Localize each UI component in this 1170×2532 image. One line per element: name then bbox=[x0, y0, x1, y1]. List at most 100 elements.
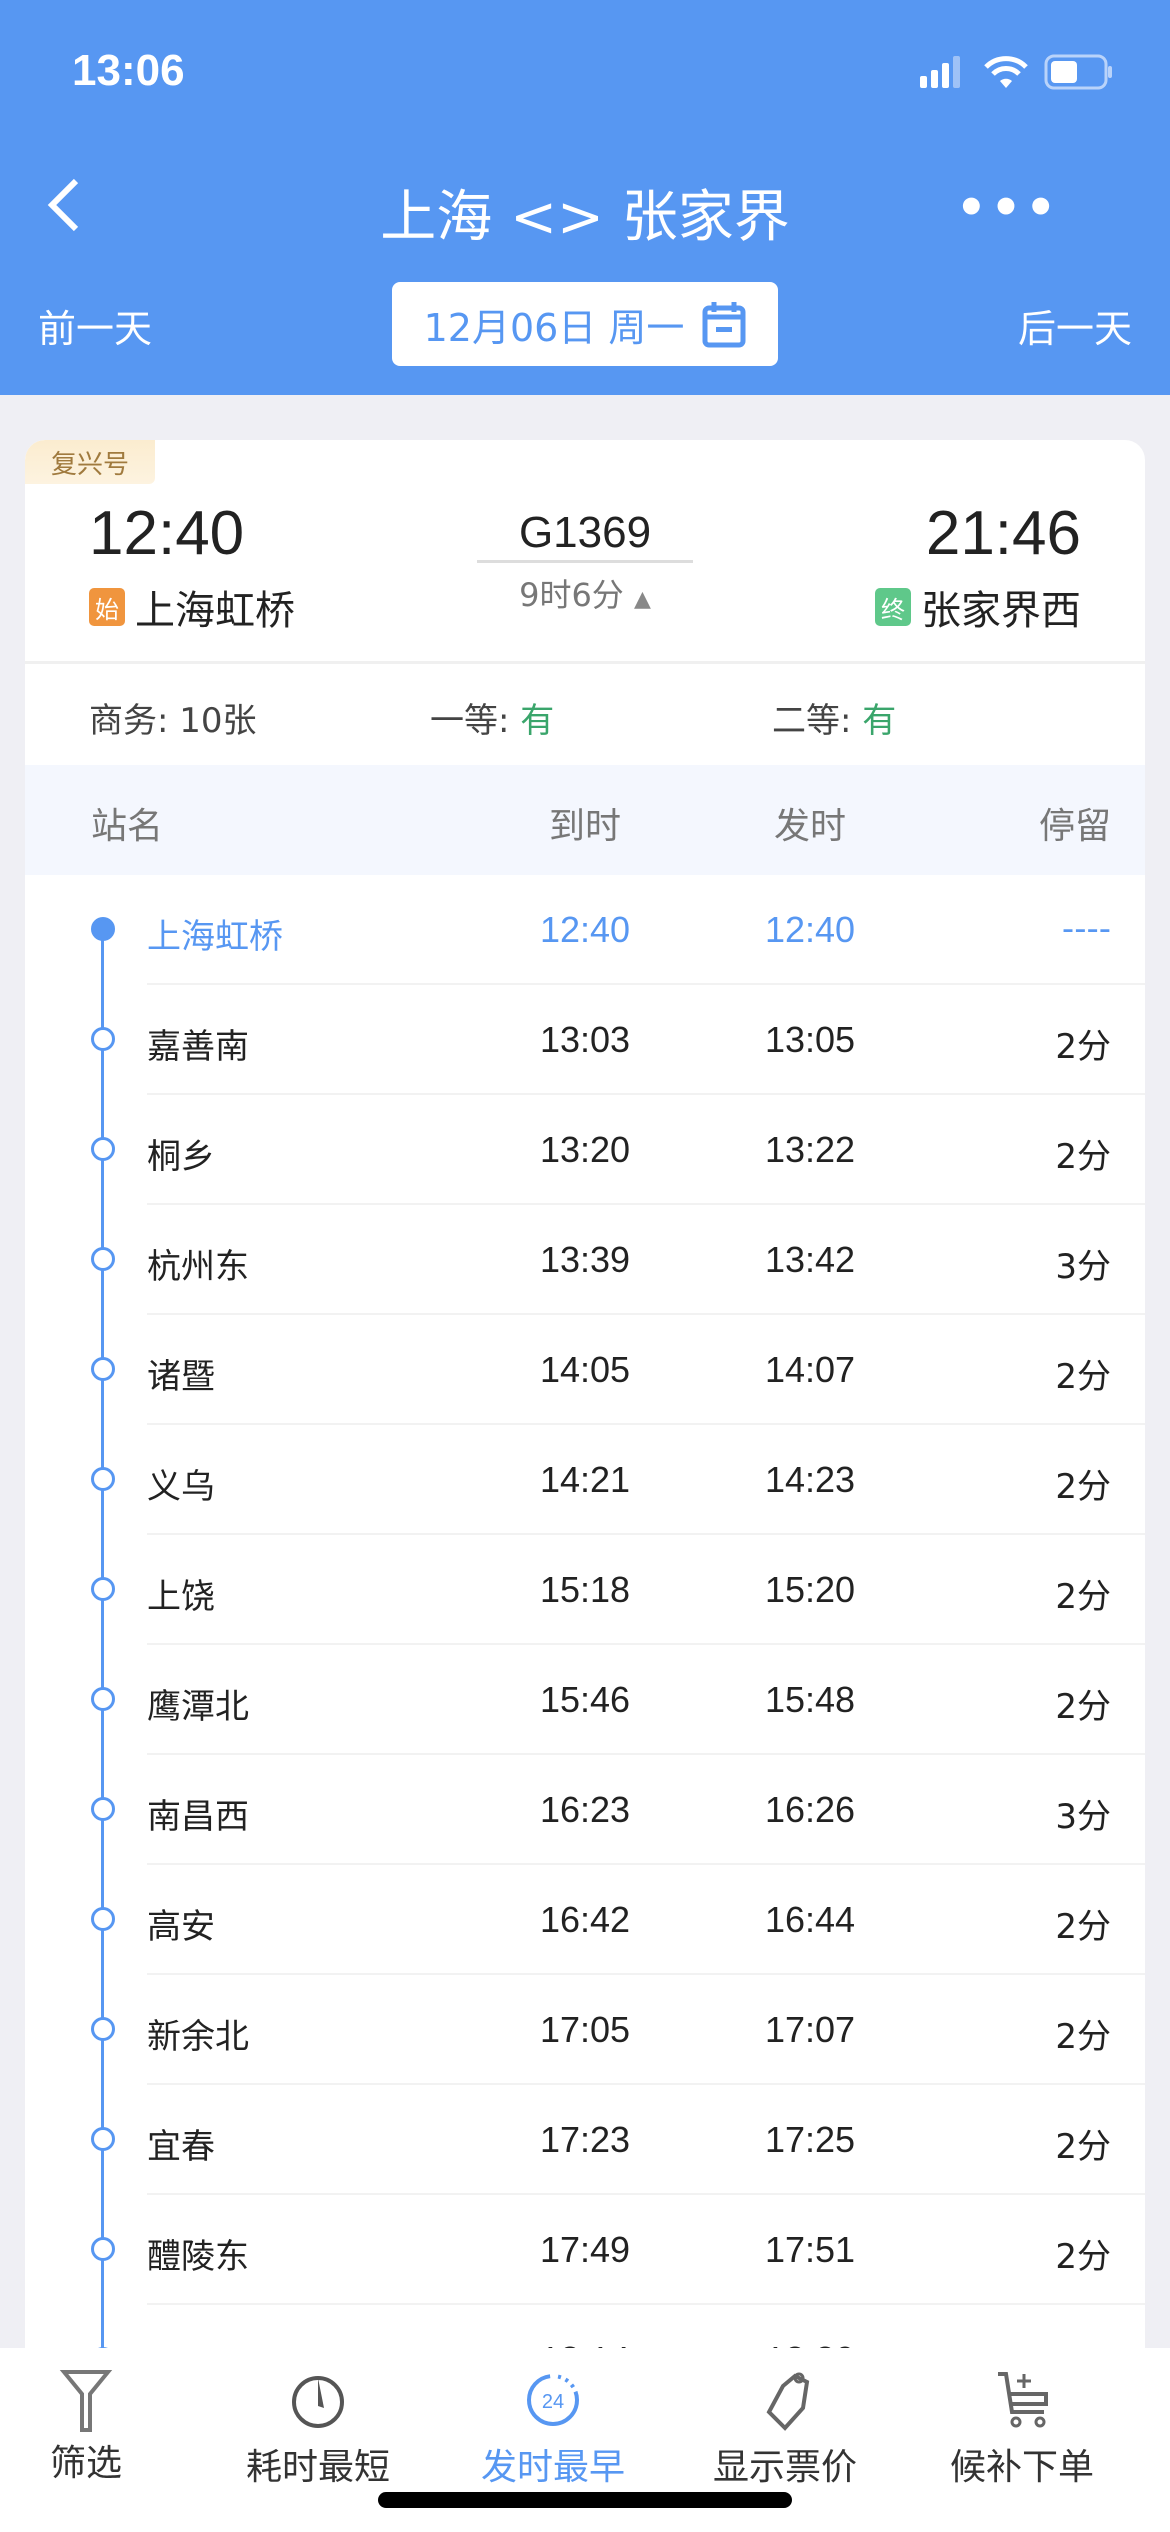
row-divider bbox=[147, 1753, 1145, 1755]
col-arrive: 到时 bbox=[548, 806, 621, 847]
stop-duration: 2分 bbox=[1055, 1907, 1111, 1947]
start-tag: 始 bbox=[89, 588, 125, 626]
table-row[interactable]: 宜春 17:23 17:25 2分 bbox=[25, 2085, 1145, 2195]
table-row[interactable]: 嘉善南 13:03 13:05 2分 bbox=[25, 985, 1145, 1095]
row-divider bbox=[147, 2303, 1145, 2305]
depart-time: 17:25 bbox=[764, 2119, 856, 2160]
stop-list: 上海虹桥 12:40 12:40 ---- 嘉善南 13:03 13:05 2分… bbox=[25, 875, 1145, 2360]
table-row[interactable]: 上饶 15:18 15:20 2分 bbox=[25, 1535, 1145, 1645]
stop-dot-icon bbox=[91, 2127, 115, 2151]
row-divider bbox=[147, 1203, 1145, 1205]
toolbar-label: 耗时最短 bbox=[245, 2447, 390, 2488]
duration-toggle[interactable]: 9时6分 ▲ bbox=[475, 570, 695, 616]
toolbar-filter-button[interactable]: 筛选 bbox=[0, 2368, 186, 2498]
home-indicator bbox=[378, 2492, 792, 2508]
station-name: 上海虹桥 bbox=[147, 917, 283, 957]
station-name: 嘉善南 bbox=[147, 1027, 249, 1067]
table-row[interactable]: 桐乡 13:20 13:22 2分 bbox=[25, 1095, 1145, 1205]
cart-add-icon bbox=[998, 2372, 1048, 2428]
table-row[interactable]: 诸暨 14:05 14:07 2分 bbox=[25, 1315, 1145, 1425]
stop-dot-icon bbox=[91, 1797, 115, 1821]
next-day-button[interactable]: 后一天 bbox=[1017, 307, 1132, 351]
depart-time: 13:05 bbox=[764, 1019, 856, 1060]
stop-duration: 2分 bbox=[1055, 1577, 1111, 1617]
station-name: 南昌西 bbox=[147, 1797, 249, 1837]
clock-24-icon: 24 bbox=[527, 2374, 579, 2426]
table-row[interactable]: 新余北 17:05 17:07 2分 bbox=[25, 1975, 1145, 2085]
depart-time: 13:42 bbox=[764, 1239, 856, 1280]
back-button[interactable] bbox=[40, 175, 100, 235]
to-station-name: 张家界西 bbox=[921, 588, 1081, 634]
depart-time: 14:07 bbox=[764, 1349, 856, 1390]
stop-dot-icon bbox=[91, 1357, 115, 1381]
station-name: 诸暨 bbox=[147, 1357, 215, 1397]
stop-duration: 2分 bbox=[1055, 1137, 1111, 1177]
arrive-time: 15:46 bbox=[539, 1679, 631, 1720]
stop-duration: 3分 bbox=[1055, 1797, 1111, 1837]
toolbar-clock-24-button[interactable]: 24 发时最早 bbox=[453, 2368, 653, 2490]
toolbar-price-tag-button[interactable]: 显示票价 bbox=[685, 2368, 885, 2490]
toolbar-cart-add-button[interactable]: 候补下单 bbox=[922, 2368, 1122, 2490]
col-depart: 发时 bbox=[773, 806, 846, 847]
col-station: 站名 bbox=[91, 806, 164, 847]
stop-duration: 2分 bbox=[1055, 1027, 1111, 1067]
stop-dot-icon bbox=[91, 1137, 115, 1161]
arrive-time: 13:39 bbox=[539, 1239, 631, 1280]
depart-time: 14:23 bbox=[764, 1459, 856, 1500]
station-name: 鹰潭北 bbox=[147, 1687, 249, 1727]
train-type-badge: 复兴号 bbox=[25, 440, 155, 484]
divider bbox=[25, 661, 1145, 664]
table-row[interactable]: 鹰潭北 15:46 15:48 2分 bbox=[25, 1645, 1145, 1755]
toolbar-timer-button[interactable]: 耗时最短 bbox=[218, 2368, 418, 2490]
row-divider bbox=[147, 1973, 1145, 1975]
header: 13:06 上海 <> 张家界 ••• 前一天 12月06日 周一 后一天 bbox=[0, 0, 1170, 395]
arrive-time: 14:05 bbox=[539, 1349, 631, 1390]
station-name: 高安 bbox=[147, 1907, 215, 1947]
toolbar-label: 候补下单 bbox=[949, 2447, 1094, 2488]
page-title: 上海 <> 张家界 bbox=[380, 185, 790, 250]
price-tag-icon bbox=[766, 2372, 810, 2431]
end-tag: 终 bbox=[875, 588, 911, 626]
stop-duration: 2分 bbox=[1055, 1687, 1111, 1727]
from-station: 始 上海虹桥 bbox=[89, 578, 295, 636]
row-divider bbox=[147, 1093, 1145, 1095]
stop-duration: 2分 bbox=[1055, 1467, 1111, 1507]
train-number: G1369 bbox=[518, 508, 652, 557]
row-divider bbox=[147, 1313, 1145, 1315]
toolbar-label: 筛选 bbox=[49, 2443, 122, 2484]
arrive-time: 17:49 bbox=[539, 2229, 631, 2270]
status-time: 13:06 bbox=[72, 46, 185, 95]
table-row[interactable]: 醴陵东 17:49 17:51 2分 bbox=[25, 2195, 1145, 2305]
stop-duration: 2分 bbox=[1055, 1357, 1111, 1397]
depart-time: 16:26 bbox=[764, 1789, 856, 1830]
battery-icon bbox=[1044, 54, 1112, 90]
collapse-triangle-icon: ▲ bbox=[633, 587, 651, 612]
table-row[interactable]: 高安 16:42 16:44 2分 bbox=[25, 1865, 1145, 1975]
table-header: 站名 到时 发时 停留 bbox=[25, 765, 1145, 875]
table-row[interactable]: 义乌 14:21 14:23 2分 bbox=[25, 1425, 1145, 1535]
depart-time: 15:48 bbox=[764, 1679, 856, 1720]
arrive-time: 13:03 bbox=[539, 1019, 631, 1060]
status-icons bbox=[920, 54, 1114, 90]
stop-dot-icon bbox=[91, 917, 115, 941]
duration: 9时6分 bbox=[519, 576, 624, 614]
depart-time: 12:40 bbox=[764, 909, 856, 950]
wifi-icon bbox=[984, 56, 1028, 88]
row-divider bbox=[147, 1863, 1145, 1865]
stop-dot-icon bbox=[91, 1467, 115, 1491]
more-button[interactable]: ••• bbox=[955, 180, 1060, 236]
filter-icon bbox=[59, 2370, 113, 2432]
timeline bbox=[101, 933, 104, 2360]
table-row[interactable]: 上海虹桥 12:40 12:40 ---- bbox=[25, 875, 1145, 985]
prev-day-button[interactable]: 前一天 bbox=[38, 307, 153, 351]
date-text: 12月06日 周一 bbox=[423, 305, 685, 350]
table-row[interactable]: 杭州东 13:39 13:42 3分 bbox=[25, 1205, 1145, 1315]
station-name: 桐乡 bbox=[147, 1137, 215, 1177]
signal-icon bbox=[920, 56, 960, 88]
date-picker[interactable]: 12月06日 周一 bbox=[392, 282, 778, 366]
table-row[interactable]: 南昌西 16:23 16:26 3分 bbox=[25, 1755, 1145, 1865]
row-divider bbox=[147, 1423, 1145, 1425]
stop-duration: ---- bbox=[1061, 909, 1111, 949]
stop-dot-icon bbox=[91, 2017, 115, 2041]
col-stop: 停留 bbox=[1038, 806, 1111, 847]
